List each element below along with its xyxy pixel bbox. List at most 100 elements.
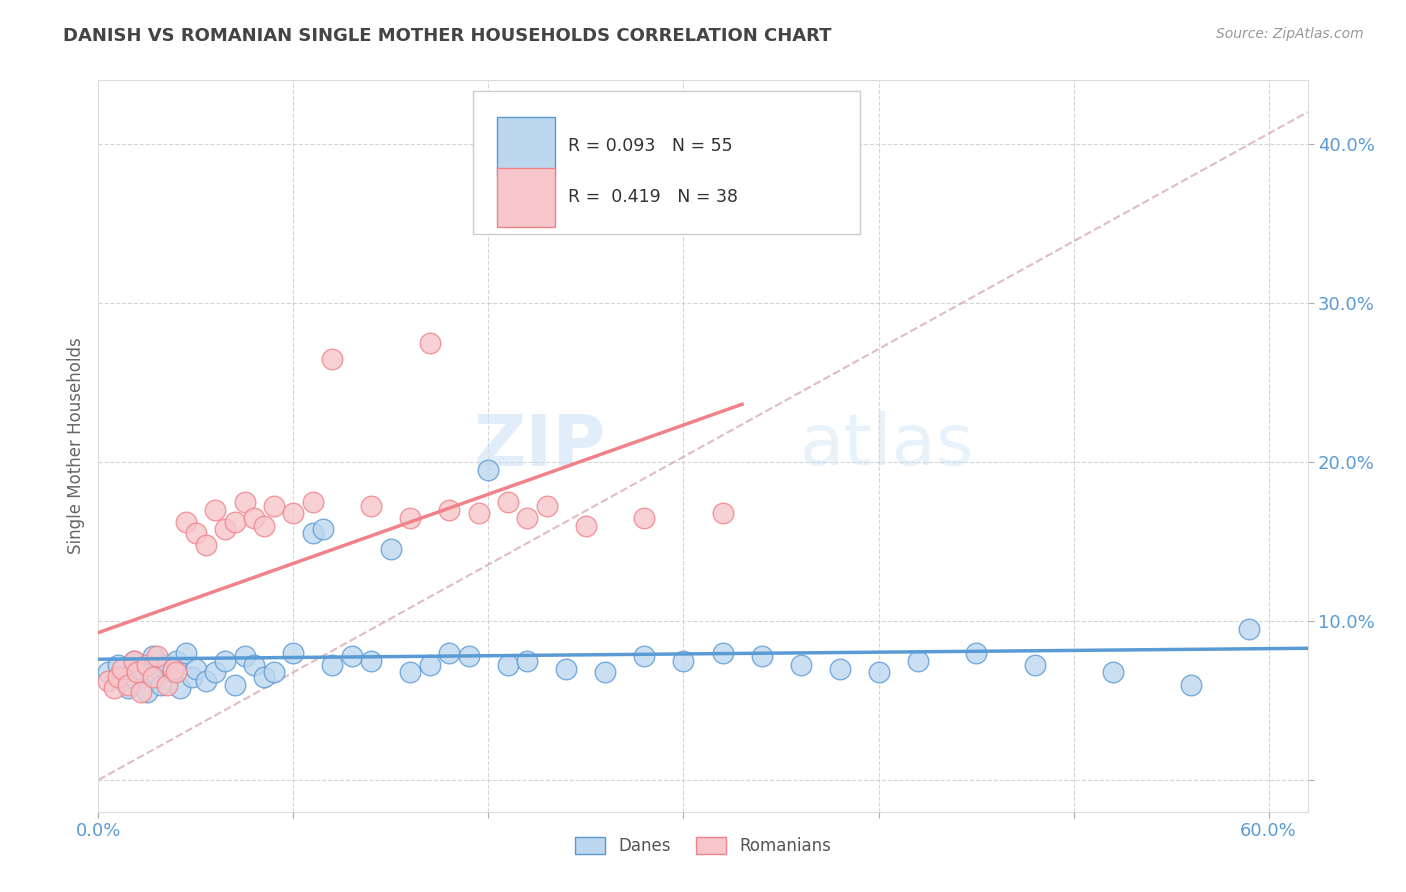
Point	[162, 665, 184, 679]
Point	[253, 518, 276, 533]
Point	[97, 665, 120, 679]
Point	[555, 662, 578, 676]
Point	[243, 658, 266, 673]
Point	[263, 665, 285, 679]
Point	[1180, 677, 1202, 691]
Point	[194, 538, 217, 552]
Point	[117, 681, 139, 695]
Point	[243, 510, 266, 524]
Point	[146, 669, 169, 683]
Point	[253, 669, 276, 683]
Point	[214, 654, 236, 668]
Point	[360, 500, 382, 514]
Point	[711, 646, 734, 660]
Point	[321, 351, 343, 366]
Point	[477, 463, 499, 477]
Point	[204, 502, 226, 516]
Point	[672, 654, 695, 668]
Point	[516, 654, 538, 668]
Point	[127, 674, 149, 689]
Point	[169, 681, 191, 695]
Point	[868, 665, 890, 679]
Point	[136, 685, 159, 699]
Point	[111, 669, 134, 683]
Point	[97, 674, 120, 689]
Point	[828, 662, 851, 676]
Point	[156, 658, 179, 673]
Point	[516, 510, 538, 524]
Point	[103, 681, 125, 695]
Point	[496, 658, 519, 673]
FancyBboxPatch shape	[498, 168, 555, 227]
Point	[165, 665, 187, 679]
Point	[131, 662, 153, 676]
Point	[184, 526, 207, 541]
FancyBboxPatch shape	[498, 117, 555, 176]
Point	[127, 665, 149, 679]
Point	[302, 494, 325, 508]
Point	[496, 494, 519, 508]
Point	[711, 506, 734, 520]
Point	[122, 654, 145, 668]
Point	[117, 677, 139, 691]
Point	[965, 646, 987, 660]
Text: DANISH VS ROMANIAN SINGLE MOTHER HOUSEHOLDS CORRELATION CHART: DANISH VS ROMANIAN SINGLE MOTHER HOUSEHO…	[63, 27, 832, 45]
Point	[224, 677, 246, 691]
Point	[174, 646, 197, 660]
Point	[224, 516, 246, 530]
Text: R = 0.093   N = 55: R = 0.093 N = 55	[568, 137, 733, 155]
Text: R =  0.419   N = 38: R = 0.419 N = 38	[568, 188, 738, 206]
Point	[575, 518, 598, 533]
Point	[263, 500, 285, 514]
Point	[399, 665, 422, 679]
Point	[214, 522, 236, 536]
Point	[131, 685, 153, 699]
Point	[107, 658, 129, 673]
Point	[233, 494, 256, 508]
Point	[107, 669, 129, 683]
Point	[633, 510, 655, 524]
Point	[458, 648, 481, 663]
Point	[149, 677, 172, 691]
Text: atlas: atlas	[800, 411, 974, 481]
Point	[283, 506, 305, 520]
Point	[340, 648, 363, 663]
Point	[142, 648, 165, 663]
Point	[1101, 665, 1123, 679]
Text: Source: ZipAtlas.com: Source: ZipAtlas.com	[1216, 27, 1364, 41]
Point	[536, 500, 558, 514]
Point	[165, 654, 187, 668]
Point	[380, 542, 402, 557]
Point	[122, 654, 145, 668]
Point	[312, 522, 335, 536]
FancyBboxPatch shape	[474, 91, 860, 234]
Text: ZIP: ZIP	[474, 411, 606, 481]
Point	[302, 526, 325, 541]
Point	[399, 510, 422, 524]
Point	[142, 669, 165, 683]
Point	[283, 646, 305, 660]
Point	[595, 665, 617, 679]
Point	[111, 662, 134, 676]
Y-axis label: Single Mother Households: Single Mother Households	[66, 338, 84, 554]
Point	[907, 654, 929, 668]
Point	[439, 646, 461, 660]
Point	[439, 502, 461, 516]
Point	[789, 658, 811, 673]
Point	[184, 662, 207, 676]
Point	[419, 658, 441, 673]
Point	[146, 648, 169, 663]
Point	[156, 677, 179, 691]
Point	[233, 648, 256, 663]
Point	[204, 665, 226, 679]
Point	[194, 674, 217, 689]
Legend: Danes, Romanians: Danes, Romanians	[568, 830, 838, 862]
Point	[1237, 622, 1260, 636]
Point	[136, 658, 159, 673]
Point	[181, 669, 204, 683]
Point	[1024, 658, 1046, 673]
Point	[162, 662, 184, 676]
Point	[633, 648, 655, 663]
Point	[419, 335, 441, 350]
Point	[174, 516, 197, 530]
